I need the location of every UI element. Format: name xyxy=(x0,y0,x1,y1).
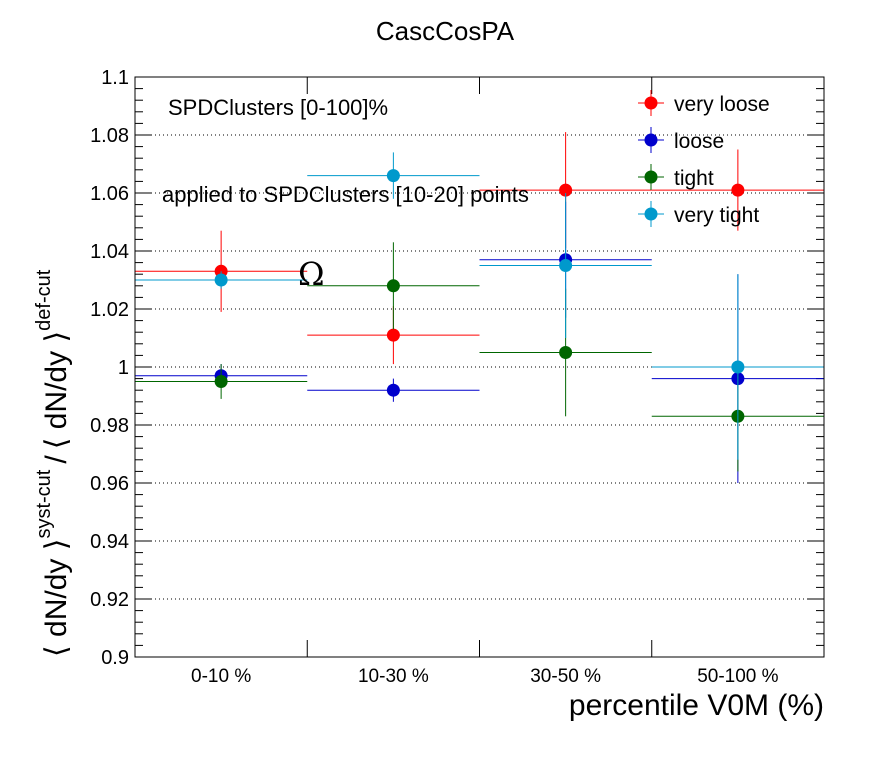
point-marker xyxy=(386,279,400,293)
legend-marker xyxy=(644,96,658,110)
y-label-numerator: ⟨ dN/dy ⟩ xyxy=(40,539,73,657)
x-axis-label: percentile V0M (%) xyxy=(569,689,824,722)
annotation-applied: applied to SPDClusters [10-20] points xyxy=(162,182,529,207)
y-tick-label: 0.92 xyxy=(90,589,129,611)
legend-marker xyxy=(644,133,658,147)
x-tick-label: 50-100 % xyxy=(697,666,778,687)
y-label-denominator: ⟨ dN/dy ⟩ xyxy=(40,331,73,449)
data-point xyxy=(307,378,480,402)
data-point xyxy=(651,274,824,460)
point-marker xyxy=(386,383,400,397)
legend-entry: very loose xyxy=(638,90,770,116)
y-label-numerator-sup: syst-cut xyxy=(33,469,55,538)
data-point xyxy=(135,271,308,289)
annotation-particle: Ω xyxy=(298,255,325,293)
chart-title: CascCosPA xyxy=(376,16,515,46)
svg-text:⟨ dN/dy ⟩syst-cut/⟨ dN/dy ⟩def: ⟨ dN/dy ⟩syst-cut/⟨ dN/dy ⟩def-cut xyxy=(33,269,73,657)
point-marker xyxy=(559,259,573,272)
y-tick-label: 1.06 xyxy=(90,183,129,205)
legend-entry: very tight xyxy=(638,201,759,227)
grid-lines xyxy=(135,134,824,600)
data-point xyxy=(307,152,480,199)
plot-frame xyxy=(134,76,825,658)
legend-entry: loose xyxy=(638,127,724,153)
legend-label: loose xyxy=(674,130,724,153)
legend-marker xyxy=(644,207,658,221)
y-tick-label: 1 xyxy=(118,357,129,379)
x-tick-label: 0-10 % xyxy=(191,666,251,687)
data-points xyxy=(135,132,824,483)
x-axis: 0-10 % 10-30 % 30-50 % 50-100 % xyxy=(191,77,779,687)
point-marker xyxy=(386,328,400,342)
y-tick-label: 1.08 xyxy=(90,125,129,147)
point-marker xyxy=(731,183,745,197)
data-point xyxy=(479,132,652,249)
legend-marker xyxy=(644,170,658,184)
y-tick-label: 1.1 xyxy=(101,67,129,89)
legend: very loose loose tight very tight xyxy=(638,90,770,227)
x-tick-label: 30-50 % xyxy=(530,666,601,687)
y-tick-label: 0.96 xyxy=(90,473,129,495)
legend-label: tight xyxy=(674,167,714,190)
x-tick-label: 10-30 % xyxy=(358,666,429,687)
y-label-denominator-sup: def-cut xyxy=(33,269,55,331)
legend-entry: tight xyxy=(638,164,714,190)
legend-label: very tight xyxy=(674,204,759,227)
data-point xyxy=(651,149,824,231)
y-axis-label: ⟨ dN/dy ⟩syst-cut/⟨ dN/dy ⟩def-cut xyxy=(33,269,73,657)
point-marker xyxy=(214,375,228,388)
legend-label: very loose xyxy=(674,93,770,116)
point-marker xyxy=(386,169,400,183)
point-marker xyxy=(559,346,573,359)
y-tick-label: 0.98 xyxy=(90,415,129,437)
point-marker xyxy=(559,183,573,197)
y-tick-label: 0.94 xyxy=(90,531,129,553)
point-marker xyxy=(731,360,745,374)
data-point xyxy=(135,364,308,399)
y-label-slash: / xyxy=(40,455,73,464)
y-tick-label: 0.9 xyxy=(101,647,129,669)
y-tick-label: 1.02 xyxy=(90,299,129,321)
data-point xyxy=(479,193,652,338)
annotation-selection: SPDClusters [0-100]% xyxy=(168,95,388,120)
y-axis: 0.9 0.92 0.94 0.96 0.98 1 1.02 1.04 1.06 1.08 1.1 xyxy=(90,67,824,669)
y-tick-label: 1.04 xyxy=(90,241,129,263)
point-marker xyxy=(214,273,228,287)
data-point xyxy=(307,242,480,330)
